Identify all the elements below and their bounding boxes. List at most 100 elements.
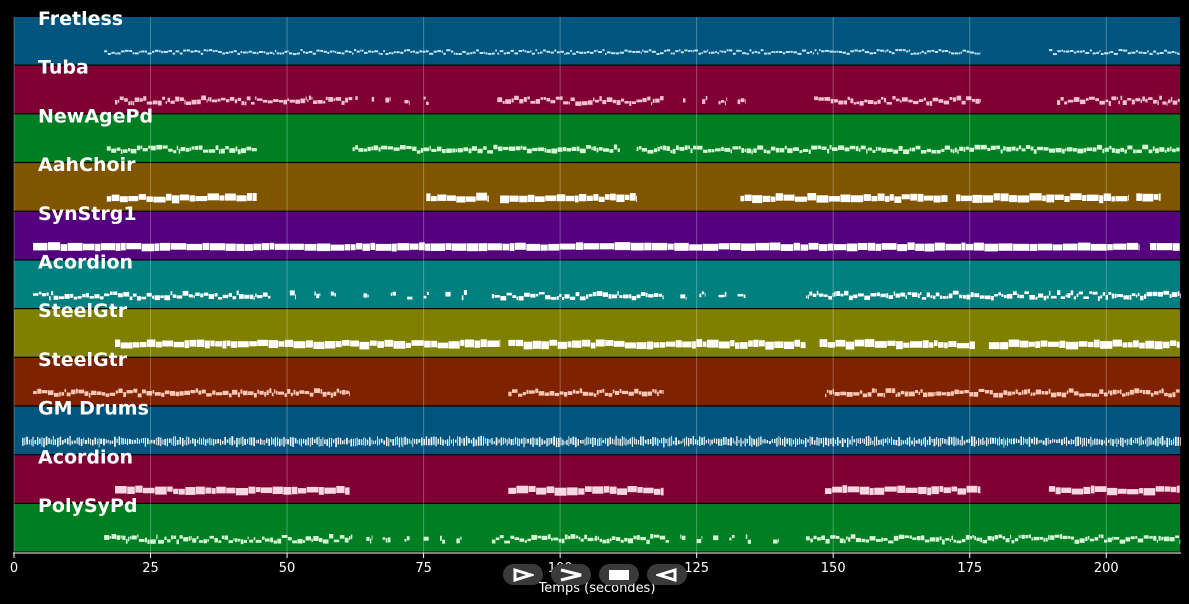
note <box>222 294 229 299</box>
note <box>616 537 621 541</box>
note <box>829 50 834 53</box>
note <box>156 144 162 150</box>
note <box>105 439 107 444</box>
note <box>593 538 595 541</box>
note <box>115 486 127 494</box>
note <box>493 441 495 445</box>
note <box>281 535 288 538</box>
note <box>1079 99 1086 105</box>
note <box>314 388 320 394</box>
note <box>209 49 213 52</box>
note <box>1117 390 1120 394</box>
note <box>889 50 892 53</box>
note <box>924 539 930 543</box>
note <box>495 537 500 541</box>
note <box>648 49 652 52</box>
note <box>854 49 858 52</box>
note <box>230 341 238 348</box>
note <box>330 291 334 296</box>
note <box>342 390 346 395</box>
note <box>1002 536 1006 540</box>
note <box>800 342 806 349</box>
note <box>336 388 340 393</box>
note <box>717 52 720 55</box>
note <box>472 51 476 54</box>
note <box>1167 51 1172 54</box>
note <box>1061 439 1063 446</box>
note <box>327 51 330 54</box>
note <box>371 146 374 151</box>
note <box>1038 293 1044 298</box>
note <box>910 341 923 348</box>
note <box>760 49 764 52</box>
note <box>1152 291 1158 297</box>
note <box>915 145 921 150</box>
note <box>429 52 434 55</box>
note <box>562 297 564 300</box>
note <box>541 535 548 540</box>
note <box>676 145 679 151</box>
note <box>522 146 527 150</box>
note <box>48 242 61 251</box>
note <box>163 50 169 53</box>
note <box>886 102 892 105</box>
note <box>957 149 959 154</box>
note <box>701 437 703 446</box>
note <box>1152 440 1154 445</box>
back-button[interactable] <box>647 564 687 585</box>
note <box>757 145 764 150</box>
note <box>442 439 444 446</box>
note <box>186 49 190 52</box>
note <box>393 51 396 54</box>
stop-button[interactable] <box>599 564 639 585</box>
note <box>1064 196 1070 202</box>
note <box>592 437 594 447</box>
note <box>512 295 517 298</box>
note <box>830 98 834 104</box>
note <box>537 52 540 55</box>
note <box>869 536 876 541</box>
note <box>271 437 272 446</box>
note <box>1030 146 1034 151</box>
note <box>840 391 846 396</box>
note <box>226 487 236 494</box>
note <box>1020 534 1022 539</box>
forward-button[interactable] <box>551 564 591 585</box>
note <box>1043 537 1045 542</box>
note <box>1021 390 1024 395</box>
note <box>983 195 994 203</box>
note <box>860 145 866 150</box>
note <box>715 148 721 152</box>
note <box>723 437 725 445</box>
note <box>284 50 287 53</box>
note <box>1066 436 1068 446</box>
note <box>171 195 180 204</box>
note <box>261 243 270 251</box>
note <box>1150 243 1157 251</box>
note <box>47 390 54 396</box>
note <box>1142 144 1149 150</box>
note <box>586 294 589 299</box>
note <box>226 439 229 443</box>
note <box>445 291 451 297</box>
note <box>727 438 730 446</box>
note <box>1082 50 1085 53</box>
note <box>655 98 660 103</box>
note <box>800 439 803 444</box>
note <box>133 342 140 348</box>
note <box>1079 538 1085 543</box>
play-button[interactable] <box>503 564 543 585</box>
note <box>619 389 622 393</box>
note <box>1087 536 1090 540</box>
note <box>738 146 741 150</box>
note <box>359 341 370 350</box>
note <box>344 50 349 53</box>
note <box>1171 292 1178 297</box>
note <box>257 389 259 394</box>
note <box>237 149 241 155</box>
note <box>955 437 957 446</box>
note <box>516 485 529 494</box>
note <box>1109 145 1112 150</box>
note <box>935 292 940 297</box>
note <box>874 487 885 495</box>
